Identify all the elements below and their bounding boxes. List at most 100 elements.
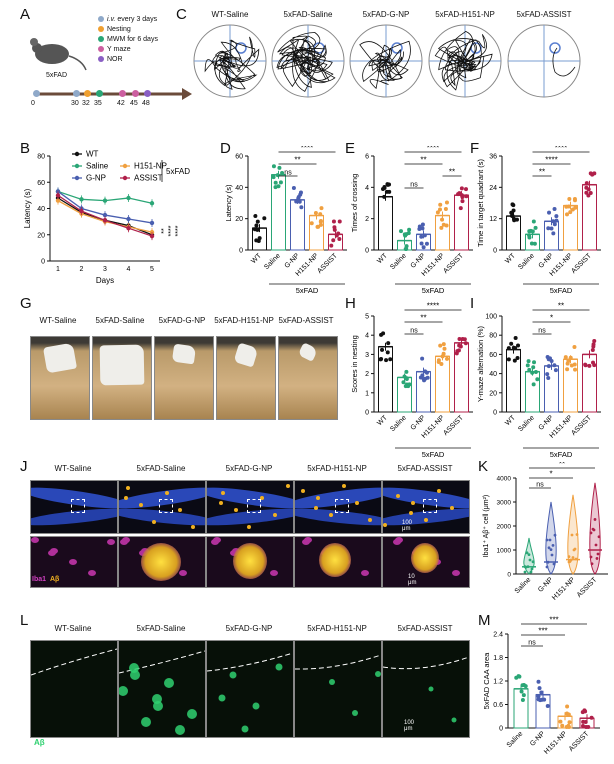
zoom-box [335, 499, 349, 513]
iba1-cell [107, 539, 115, 545]
micro-overview [382, 480, 470, 534]
data-point [528, 558, 532, 562]
x-tick-label: WT [504, 414, 517, 427]
data-point [523, 565, 527, 568]
caa-image [118, 640, 206, 738]
panel-label-b: B [20, 140, 31, 157]
zoom-box [423, 499, 437, 513]
significance-label: * [549, 470, 552, 479]
data-point [573, 547, 577, 551]
caa-deposit [130, 670, 140, 680]
y-tick-label: 0 [239, 248, 243, 255]
data-point [584, 181, 589, 186]
series-point [149, 220, 155, 226]
y-tick-label: 0 [365, 248, 369, 255]
y-axis-label: Times of crossing [350, 174, 359, 233]
swim-title: 5xFAD-H151-NP [435, 10, 495, 19]
legend-label: WT [86, 150, 99, 159]
data-point [547, 210, 552, 215]
timeline-tick: 30 [71, 100, 79, 107]
y-tick-label: 0 [365, 410, 369, 417]
data-point [588, 171, 593, 176]
micro-title: 5xFAD-H151-NP [307, 464, 367, 473]
panel-label-m: M [478, 612, 491, 629]
micro-zoom [294, 536, 382, 588]
data-point [596, 552, 600, 556]
stain-label-ab: Aβ [50, 576, 60, 583]
significance-label: **** [545, 156, 557, 165]
panel-label-e: E [345, 140, 356, 157]
group-label: 5xFAD [550, 286, 573, 295]
data-point [275, 173, 280, 178]
caa-image [382, 640, 470, 738]
nest-photo [216, 336, 276, 420]
micro-title: 5xFAD-Saline [136, 464, 186, 473]
data-point [381, 331, 386, 336]
data-point [567, 555, 571, 558]
micro-overview [30, 480, 118, 534]
data-point [456, 192, 461, 197]
x-tick-label: 1 [56, 266, 60, 273]
data-point [563, 355, 568, 360]
data-point [398, 229, 403, 234]
panel-label-a: A [20, 6, 31, 23]
plaque-spot [178, 508, 182, 512]
data-point [546, 375, 551, 380]
timeline-tick: 35 [94, 100, 102, 107]
data-point [460, 199, 465, 204]
nest-photo-title: 5xFAD-ASSIST [278, 316, 334, 325]
x-tick-label: WT [250, 252, 263, 265]
x-tick-label: H151-NP [551, 576, 577, 602]
caa-deposit [119, 686, 128, 696]
data-point [386, 341, 391, 346]
mouse-icon [30, 38, 87, 71]
y-tick-label: 12 [489, 216, 497, 223]
legend-item: Y maze [98, 46, 131, 53]
significance-label: ns [284, 170, 292, 177]
data-point [516, 343, 521, 348]
data-point [420, 373, 425, 378]
water-maze-arena [507, 24, 581, 98]
data-point [510, 202, 515, 207]
y-tick-label: 2000 [497, 524, 512, 531]
vessel-boundary [207, 652, 293, 672]
data-point [510, 214, 515, 219]
caa-deposit [187, 709, 197, 719]
group-label: 5xFAD [550, 450, 573, 459]
y-tick-label: 4000 [497, 476, 512, 483]
data-point [387, 182, 392, 187]
data-point [439, 225, 444, 230]
caa-deposit [141, 717, 151, 727]
data-point [589, 715, 594, 720]
data-point [406, 384, 411, 389]
x-tick-label: Saline [389, 414, 408, 433]
data-point [532, 360, 537, 365]
data-point [560, 723, 565, 728]
y-axis-label: Latency (s) [23, 188, 32, 228]
y-axis-label: Latency (s) [224, 184, 233, 222]
data-point [545, 372, 550, 377]
significance-label: ** [161, 228, 168, 234]
x-tick-label: 3 [103, 266, 107, 273]
data-point [539, 690, 544, 695]
x-tick-label: G-NP [538, 252, 556, 270]
nest-material [42, 342, 78, 374]
x-axis-label: Days [96, 276, 114, 285]
legend-text: Y maze [107, 46, 131, 53]
data-point [515, 356, 520, 361]
y-tick-label: 3 [365, 352, 369, 359]
data-point [384, 358, 389, 363]
data-point [531, 560, 535, 564]
plaque-spot [424, 518, 428, 522]
data-point [298, 190, 303, 195]
data-point [552, 363, 557, 368]
data-point [278, 180, 283, 185]
group-label: 5xFAD [422, 450, 445, 459]
data-point [532, 241, 537, 246]
data-point [420, 222, 425, 227]
data-point [316, 224, 321, 229]
significance-label: **** [175, 225, 182, 236]
ab-plaque [233, 543, 267, 579]
